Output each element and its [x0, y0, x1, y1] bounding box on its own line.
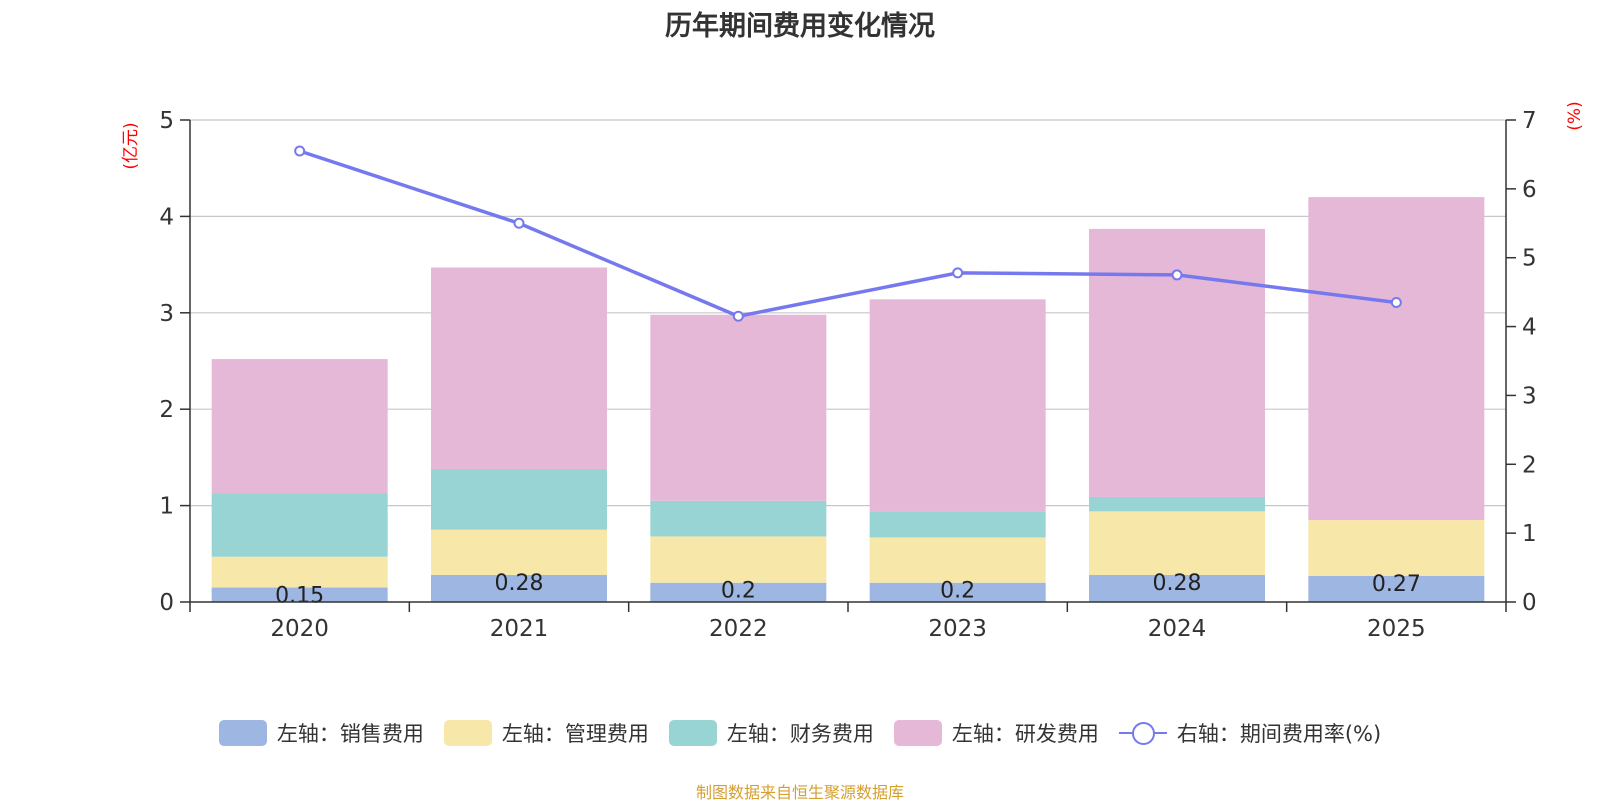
left-tick-label: 5	[159, 108, 174, 134]
right-tick-label: 4	[1522, 315, 1537, 341]
bar-finance	[211, 493, 388, 557]
legend-line-marker-icon	[1118, 720, 1167, 746]
rate-point	[732, 310, 744, 322]
bar-sales	[431, 575, 607, 602]
left-tick-label: 2	[159, 397, 174, 423]
legend-item-sales[interactable]: 左轴：销售费用	[218, 718, 424, 748]
line-layer	[294, 145, 1402, 322]
bar-rd	[1308, 197, 1485, 521]
legend-swatch-rd	[893, 720, 942, 746]
legend: 左轴：销售费用 左轴：管理费用 左轴：财务费用 左轴：研发费用 右轴：期间费用率…	[0, 718, 1600, 748]
legend-item-admin[interactable]: 左轴：管理费用	[443, 718, 649, 748]
left-tick-label: 1	[159, 494, 174, 520]
data-label-sales: 0.2	[721, 579, 756, 604]
bar-rd	[869, 299, 1046, 512]
legend-label-admin: 左轴：管理费用	[501, 722, 649, 746]
right-tick-label: 2	[1522, 452, 1537, 478]
rate-line	[299, 149, 1397, 319]
legend-label-finance: 左轴：财务费用	[726, 722, 874, 746]
bar-rd	[211, 359, 388, 494]
right-tick-label: 3	[1522, 383, 1537, 409]
axis-layer: 0 1 2 3 4 5 0 1 2 3 4 5 6 7 2020 2021 2022 2023 2024 2025 (亿…	[121, 101, 1585, 642]
bar-finance	[1089, 496, 1265, 512]
legend-label-sales: 左轴：销售费用	[276, 722, 424, 746]
bar-admin	[1089, 511, 1265, 576]
legend-label-rd: 左轴：研发费用	[951, 722, 1099, 746]
bar-admin	[650, 536, 827, 583]
x-tick-label: 2023	[928, 616, 987, 642]
legend-item-rate[interactable]: 右轴：期间费用率(%)	[1118, 718, 1382, 748]
left-tick-label: 0	[159, 590, 174, 616]
bar-rd	[431, 267, 607, 469]
rate-point	[952, 267, 964, 279]
x-tick-label: 2021	[490, 616, 549, 642]
legend-label-rate: 右轴：期间费用率(%)	[1176, 722, 1382, 746]
bar-sales	[869, 582, 1046, 602]
bar-admin	[431, 529, 607, 576]
legend-item-finance[interactable]: 左轴：财务费用	[668, 718, 874, 748]
grid-layer	[190, 119, 1506, 507]
right-tick-label: 5	[1522, 246, 1537, 272]
legend-swatch-admin	[443, 720, 492, 746]
data-label-sales: 0.27	[1372, 572, 1421, 597]
data-source-note: 制图数据来自恒生聚源数据库	[695, 783, 904, 802]
rate-point	[294, 145, 306, 157]
data-label-sales: 0.28	[495, 571, 544, 596]
left-axis-unit-label: (亿元)	[121, 122, 141, 169]
x-tick-label: 2024	[1148, 616, 1207, 642]
bar-finance	[431, 468, 607, 530]
right-axis-unit-label: (%)	[1565, 101, 1585, 130]
data-label-sales: 0.15	[275, 584, 324, 609]
bar-sales	[1089, 575, 1265, 602]
bar-rd	[1089, 228, 1265, 497]
x-tick-label: 2025	[1367, 616, 1426, 642]
right-tick-label: 0	[1522, 590, 1537, 616]
bar-admin	[1308, 520, 1485, 576]
right-tick-label: 6	[1522, 177, 1537, 203]
legend-item-rd[interactable]: 左轴：研发费用	[893, 718, 1099, 748]
right-tick-label: 7	[1522, 108, 1537, 134]
bar-admin	[869, 537, 1046, 583]
bar-sales	[1308, 575, 1485, 602]
x-tick-label: 2022	[709, 616, 768, 642]
data-label-sales: 0.2	[940, 579, 975, 604]
chart-title: 历年期间费用变化情况	[665, 11, 935, 42]
bar-finance	[650, 500, 827, 537]
bar-admin	[211, 556, 388, 588]
legend-swatch-sales	[218, 720, 267, 746]
data-label-sales: 0.28	[1153, 571, 1202, 596]
bar-sales	[211, 587, 388, 602]
rate-point	[1390, 296, 1402, 308]
bar-sales	[650, 582, 827, 602]
bar-layer: 0.15 0.28 0.2 0.2 0.28 0.27	[211, 197, 1485, 609]
bar-finance	[869, 511, 1046, 538]
rate-point	[513, 217, 525, 229]
right-tick-label: 1	[1522, 521, 1537, 547]
bar-rd	[650, 314, 827, 501]
left-tick-label: 4	[159, 204, 174, 230]
rate-point	[1171, 269, 1183, 281]
left-tick-label: 3	[159, 301, 174, 327]
chart-canvas: 0.15 0.28 0.2 0.2 0.28 0.27 0 1 2 3 4 5 0 1 2 3 4 5 6 7 202…	[121, 101, 1585, 642]
legend-swatch-finance	[668, 720, 717, 746]
x-tick-label: 2020	[270, 616, 329, 642]
